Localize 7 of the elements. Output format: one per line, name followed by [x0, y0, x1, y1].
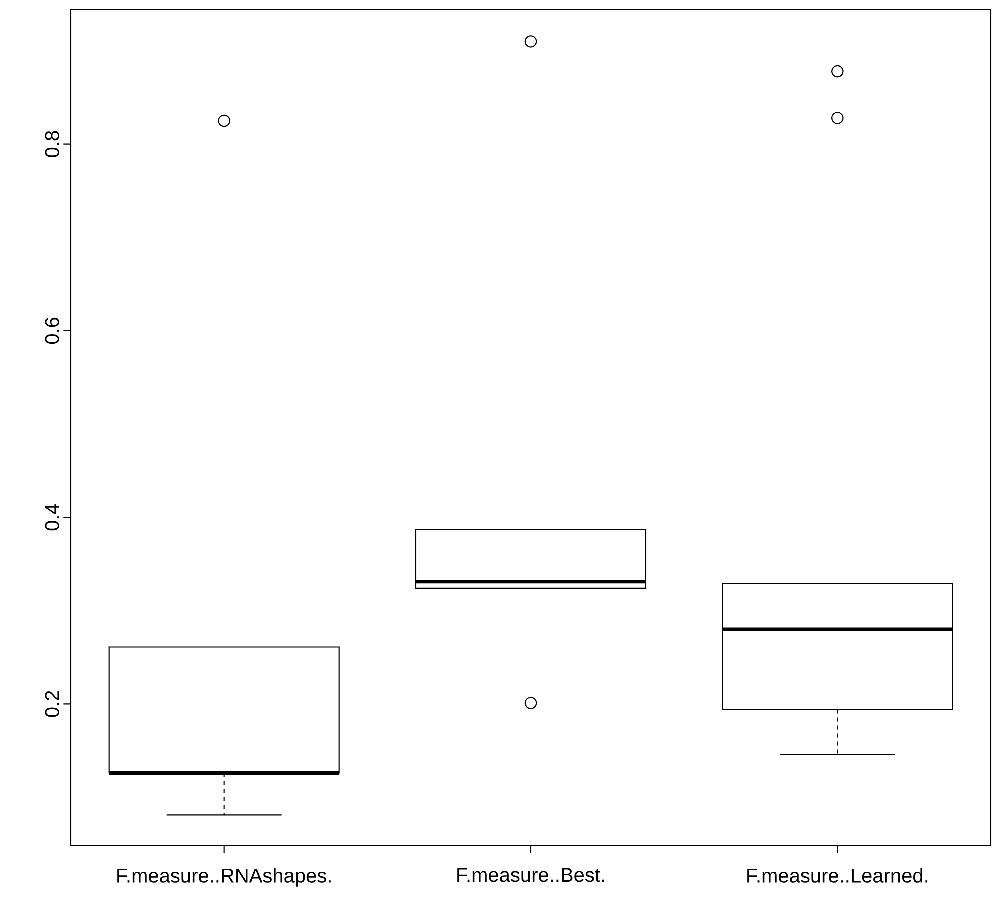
y-tick-label: 0.4: [45, 504, 60, 531]
y-tick-label: 0.6: [45, 318, 60, 344]
y-tick-label: 0.2: [45, 691, 60, 718]
x-tick-label: F.measure..Learned.: [748, 868, 928, 883]
x-tick-label: F.measure..RNAshapes.: [118, 868, 331, 887]
x-tick-label: F.measure..Best.: [458, 868, 604, 882]
y-tick-label: 0.8: [45, 131, 60, 158]
